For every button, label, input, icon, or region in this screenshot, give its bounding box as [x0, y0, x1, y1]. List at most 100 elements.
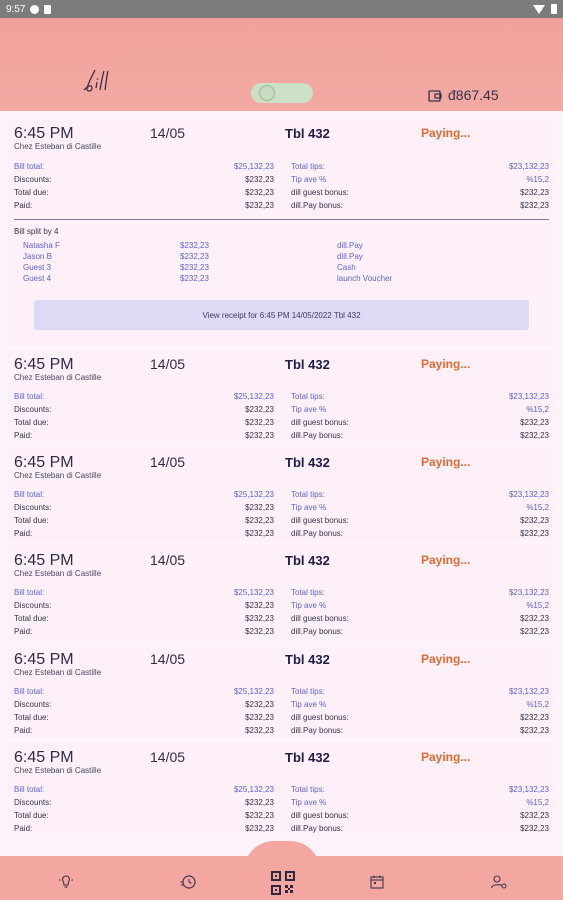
transaction-card[interactable]: 6:45 PM Chez Esteban di Castille 14/05 T…	[7, 448, 556, 541]
transaction-time: 6:45 PM	[14, 356, 74, 373]
discounts-row: Discounts: $232,23	[14, 174, 274, 184]
pay-bonus-row: dill.Pay bonus: $232,23	[291, 200, 549, 210]
split-method: launch Voucher	[337, 274, 393, 283]
wifi-icon	[533, 4, 545, 14]
transaction-date: 14/05	[150, 552, 186, 568]
total-tips-row: Total tips: $23,132,23	[291, 489, 549, 499]
transaction-card[interactable]: 6:45 PM Chez Esteban di Castille 14/05 T…	[7, 119, 556, 345]
bill-total-row: Bill total: $25,132,23	[14, 161, 274, 171]
split-row: Guest 3 $232,23 Cash	[23, 263, 543, 274]
transaction-card[interactable]: 6:45 PM Chez Esteban di Castille 14/05 T…	[7, 350, 556, 443]
discounts-row: Discounts: $232,23	[14, 404, 274, 414]
bill-total-row: Bill total: $25,132,23	[14, 489, 274, 499]
split-title: Bill split by 4	[14, 227, 59, 236]
split-name: Guest 3	[23, 263, 52, 272]
total-tips-row: Total tips: $23,132,23	[291, 686, 549, 696]
split-method: dill.Pay	[337, 241, 363, 250]
status-label: Paying...	[421, 126, 471, 140]
table-number: Tbl 432	[285, 750, 330, 765]
guest-bonus-row: dill guest bonus: $232,23	[291, 417, 549, 427]
tip-average-row: Tip ave % %15,2	[291, 502, 549, 512]
bill-total-row: Bill total: $25,132,23	[14, 686, 274, 696]
mode-toggle[interactable]	[251, 83, 313, 103]
tip-average-row: Tip ave % %15,2	[291, 797, 549, 807]
discounts-row: Discounts: $232,23	[14, 797, 274, 807]
nav-profile-button[interactable]	[488, 871, 510, 893]
table-number: Tbl 432	[285, 357, 330, 372]
wallet-balance[interactable]: đ867.45	[428, 87, 499, 103]
transaction-date: 14/05	[150, 454, 186, 470]
guest-bonus-row: dill guest bonus: $232,23	[291, 613, 549, 623]
battery-icon	[551, 4, 557, 14]
split-amount: $232,23	[180, 274, 209, 283]
guest-bonus-row: dill guest bonus: $232,23	[291, 187, 549, 197]
status-label: Paying...	[421, 357, 471, 371]
balance-amount: đ867.45	[448, 87, 499, 103]
dill-logo	[83, 69, 109, 92]
guest-bonus-row: dill guest bonus: $232,23	[291, 712, 549, 722]
table-number: Tbl 432	[285, 455, 330, 470]
pay-bonus-row: dill.Pay bonus: $232,23	[291, 823, 549, 833]
transaction-card[interactable]: 6:45 PM Chez Esteban di Castille 14/05 T…	[7, 743, 556, 835]
guest-bonus-row: dill guest bonus: $232,23	[291, 810, 549, 820]
sd-card-icon	[44, 4, 52, 14]
user-settings-icon	[490, 875, 507, 889]
paid-row: Paid: $232,23	[14, 200, 274, 210]
transactions-list[interactable]: 6:45 PM Chez Esteban di Castille 14/05 T…	[0, 111, 563, 835]
bill-total-row: Bill total: $25,132,23	[14, 784, 274, 794]
view-receipt-button[interactable]: View receipt for 6:45 PM 14/05/2022 Tbl …	[34, 300, 529, 330]
status-time: 9:57	[6, 3, 26, 15]
app-header: đ867.45	[0, 18, 563, 111]
split-amount: $232,23	[180, 241, 209, 250]
transaction-card[interactable]: 6:45 PM Chez Esteban di Castille 14/05 T…	[7, 645, 556, 738]
split-amount: $232,23	[180, 263, 209, 272]
nav-tips-button[interactable]	[55, 871, 77, 893]
split-row: Guest 4 $232,23 launch Voucher	[23, 274, 543, 285]
tip-average-row: Tip ave % %15,2	[291, 404, 549, 414]
paid-row: Paid: $232,23	[14, 528, 274, 538]
discounts-row: Discounts: $232,23	[14, 699, 274, 709]
nav-history-button[interactable]	[177, 871, 199, 893]
tip-average-row: Tip ave % %15,2	[291, 600, 549, 610]
total-due-row: Total due: $232,23	[14, 712, 274, 722]
transaction-card[interactable]: 6:45 PM Chez Esteban di Castille 14/05 T…	[7, 546, 556, 639]
split-row: Natasha F $232,23 dill.Pay	[23, 241, 543, 252]
split-row: Jason B $232,23 dill.Pay	[23, 252, 543, 263]
status-label: Paying...	[421, 455, 471, 469]
total-tips-row: Total tips: $23,132,23	[291, 391, 549, 401]
notification-icon	[30, 4, 40, 14]
split-method: Cash	[337, 263, 356, 272]
venue-name: Chez Esteban di Castille	[14, 766, 102, 775]
history-icon	[180, 875, 196, 889]
tip-average-row: Tip ave % %15,2	[291, 174, 549, 184]
divider	[14, 219, 549, 220]
nav-scan-button[interactable]	[270, 870, 296, 896]
split-method: dill.Pay	[337, 252, 363, 261]
table-number: Tbl 432	[285, 652, 330, 667]
transaction-time: 6:45 PM	[14, 454, 74, 471]
transaction-date: 14/05	[150, 651, 186, 667]
venue-name: Chez Esteban di Castille	[14, 569, 102, 578]
venue-name: Chez Esteban di Castille	[14, 373, 102, 382]
total-tips-row: Total tips: $23,132,23	[291, 587, 549, 597]
transaction-time: 6:45 PM	[14, 651, 74, 668]
tip-average-row: Tip ave % %15,2	[291, 699, 549, 709]
paid-row: Paid: $232,23	[14, 430, 274, 440]
nav-calendar-button[interactable]	[366, 871, 388, 893]
pay-bonus-row: dill.Pay bonus: $232,23	[291, 528, 549, 538]
paid-row: Paid: $232,23	[14, 725, 274, 735]
lightbulb-icon	[59, 875, 73, 888]
paid-row: Paid: $232,23	[14, 626, 274, 636]
toggle-knob	[259, 85, 275, 101]
table-number: Tbl 432	[285, 126, 330, 141]
venue-name: Chez Esteban di Castille	[14, 471, 102, 480]
split-amount: $232,23	[180, 252, 209, 261]
paid-row: Paid: $232,23	[14, 823, 274, 833]
total-due-row: Total due: $232,23	[14, 417, 274, 427]
total-due-row: Total due: $232,23	[14, 187, 274, 197]
wallet-icon	[428, 89, 442, 102]
calendar-icon	[370, 875, 384, 889]
nav-center-bump	[244, 841, 320, 871]
bill-total-row: Bill total: $25,132,23	[14, 391, 274, 401]
transaction-date: 14/05	[150, 356, 186, 372]
